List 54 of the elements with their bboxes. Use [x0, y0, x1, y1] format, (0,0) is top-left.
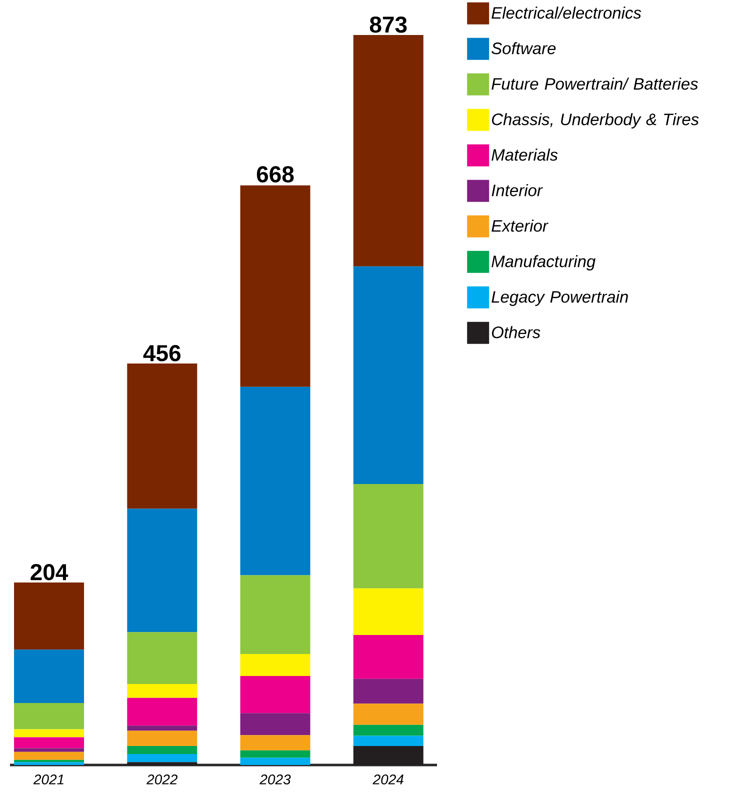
- bar: [14, 729, 84, 738]
- bar: [240, 185, 310, 387]
- bar: [14, 760, 84, 762]
- bar: [240, 713, 310, 736]
- bar: [353, 484, 424, 588]
- x-tick-label: 2024: [372, 774, 404, 784]
- bar: [127, 684, 198, 698]
- bar: [127, 726, 198, 731]
- bar: [14, 582, 84, 650]
- bar: [14, 702, 84, 730]
- x-tick-label: 2022: [146, 774, 178, 784]
- bar: [240, 386, 310, 576]
- bar: [127, 632, 198, 684]
- bar: [127, 730, 198, 746]
- legend-label: Others: [492, 326, 540, 338]
- bar: [127, 754, 198, 762]
- bar: [14, 737, 84, 748]
- annotation: 204: [30, 564, 68, 580]
- legend-label: Future Powertrain/ Batteries: [492, 78, 698, 90]
- bar: [127, 746, 198, 754]
- bar: [14, 752, 84, 760]
- bar: [353, 588, 424, 636]
- bar: [127, 508, 198, 632]
- bar: [353, 678, 424, 704]
- legend-label: Manufacturing: [492, 255, 596, 270]
- bar: [14, 748, 84, 752]
- bar: [240, 735, 310, 750]
- legend-label: Electrical/electronics: [492, 6, 642, 19]
- legend-label: Interior: [492, 184, 543, 196]
- annotation: 668: [256, 166, 294, 182]
- annotation: 456: [143, 345, 180, 362]
- x-tick-label: 2023: [260, 774, 291, 784]
- legend-label: Exterior: [492, 220, 548, 232]
- bar: [127, 698, 198, 726]
- bar: [353, 704, 424, 725]
- bar: [240, 750, 310, 758]
- bar: [240, 758, 310, 765]
- legend-label: Chassis, Underbody & Tires: [492, 113, 699, 128]
- x-tick-label: 2021: [33, 774, 64, 784]
- bar: [353, 266, 424, 484]
- bar: [14, 762, 84, 765]
- bar: [353, 635, 424, 679]
- bar: [353, 724, 424, 736]
- bar: [240, 575, 310, 654]
- bar: [240, 676, 310, 714]
- annotation: 873: [370, 16, 407, 33]
- legend-label: Software: [492, 42, 556, 54]
- bar: [14, 650, 84, 703]
- bar: [127, 363, 198, 509]
- bar: [353, 736, 424, 746]
- bar: [240, 654, 310, 676]
- bar: [353, 34, 424, 266]
- legend-label: Materials: [492, 148, 558, 161]
- legend-label: Legacy Powertrain: [492, 290, 628, 306]
